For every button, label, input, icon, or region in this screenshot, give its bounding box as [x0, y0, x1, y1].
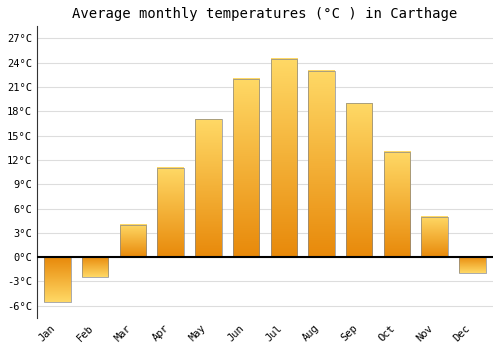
Bar	[308, 71, 334, 257]
Bar	[346, 103, 372, 257]
Bar	[195, 119, 222, 257]
Bar	[158, 168, 184, 257]
Bar	[270, 59, 297, 257]
Bar	[82, 257, 108, 277]
Bar	[195, 119, 222, 257]
Bar	[233, 79, 260, 257]
Bar	[346, 103, 372, 257]
Bar	[422, 217, 448, 257]
Bar	[459, 257, 485, 273]
Bar	[233, 79, 260, 257]
Bar	[270, 59, 297, 257]
Bar	[44, 257, 70, 302]
Bar	[422, 217, 448, 257]
Bar	[82, 257, 108, 277]
Bar	[44, 257, 70, 302]
Bar	[384, 152, 410, 257]
Bar	[384, 152, 410, 257]
Bar	[158, 168, 184, 257]
Bar	[459, 257, 485, 273]
Bar	[120, 225, 146, 257]
Bar	[308, 71, 334, 257]
Title: Average monthly temperatures (°C ) in Carthage: Average monthly temperatures (°C ) in Ca…	[72, 7, 458, 21]
Bar	[120, 225, 146, 257]
